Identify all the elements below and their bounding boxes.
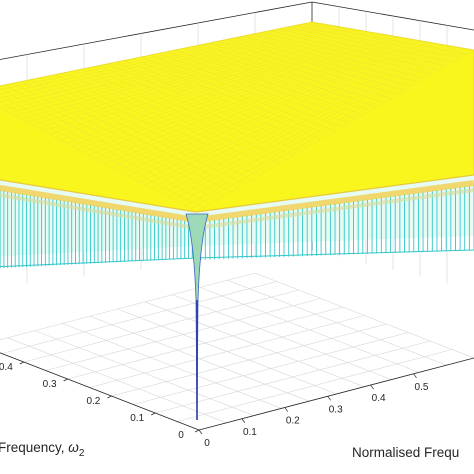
plateau-mesh-line xyxy=(173,47,458,201)
plateau-mesh-line xyxy=(0,88,217,201)
plateau-mesh-line xyxy=(116,40,418,171)
x-tick-mark xyxy=(198,429,203,435)
plateau-mesh-line xyxy=(123,60,322,140)
y-axis-label-symbol: ω xyxy=(68,440,79,455)
floor-grid-line xyxy=(227,279,447,366)
y-tick-mark xyxy=(151,412,156,416)
plateau-mesh-line xyxy=(4,84,224,196)
plateau-mesh-line xyxy=(81,69,287,160)
floor-grid-line xyxy=(0,352,200,431)
y-axis-ticks: 0 0.1 0.2 0.3 0.4 xyxy=(0,361,200,441)
plateau-mesh-line xyxy=(46,76,259,176)
y-tick-mark xyxy=(63,378,68,382)
x-tick-mark xyxy=(284,407,289,412)
plateau-mesh-line xyxy=(150,44,442,189)
plateau-mesh-line xyxy=(0,107,197,213)
plateau-mesh-line xyxy=(21,81,238,188)
x-tick-label: 0.3 xyxy=(329,404,343,415)
x-axis-line xyxy=(198,357,474,431)
plateau-mesh-line xyxy=(38,77,252,180)
y-axis-line xyxy=(0,352,200,431)
y-axis-label-subscript: 2 xyxy=(79,448,85,459)
plateau-mesh-line xyxy=(82,35,394,153)
floor-grid-line xyxy=(1,281,277,354)
plateau-mesh-line xyxy=(145,43,438,186)
plateau-mesh-line xyxy=(29,79,245,184)
plateau-mesh-line xyxy=(115,62,315,144)
y-tick-label: 0.3 xyxy=(43,379,57,390)
plateau-mesh-line xyxy=(105,38,410,165)
y-tick-label: 0.4 xyxy=(0,362,13,373)
plateau-mesh-line xyxy=(156,44,446,192)
x-tick-mark xyxy=(241,418,246,423)
plateau-mesh-line xyxy=(132,58,329,136)
surface-plateau xyxy=(0,21,474,213)
y-axis-label-prefix: Frequency, xyxy=(0,440,68,455)
plateau-mesh-line xyxy=(0,94,210,205)
x-axis-ticks: 0 0.1 0.2 0.3 0.4 0.5 xyxy=(198,373,429,449)
plateau-mesh-line xyxy=(167,46,454,198)
floor-grid-line xyxy=(0,272,256,341)
plateau-mesh-line xyxy=(88,36,398,156)
y-tick-label: 0 xyxy=(178,430,184,441)
floor-grid-line xyxy=(199,287,420,373)
plateau-mesh-line xyxy=(98,65,301,152)
x-axis-label: Normalised Frequ xyxy=(352,445,459,460)
plateau-mesh-line xyxy=(63,72,273,168)
plateau-mesh-line xyxy=(0,101,204,209)
floor-grid-line xyxy=(144,301,365,388)
x-tick-label: 0.1 xyxy=(243,427,257,438)
plateau-mesh-line xyxy=(122,40,422,174)
x-tick-label: 0.4 xyxy=(372,393,386,404)
plateau-mesh-line xyxy=(12,83,231,192)
x-tick-label: 0.5 xyxy=(415,382,429,393)
plateau-mesh-line xyxy=(72,70,280,164)
floor-grid xyxy=(0,272,474,431)
surface-notch xyxy=(185,213,209,421)
floor-grid-line xyxy=(254,272,474,359)
plateau-mesh-line xyxy=(99,37,406,162)
plateau-mesh-line xyxy=(190,49,471,210)
plateau-mesh-line xyxy=(139,42,434,183)
y-tick-mark xyxy=(194,429,200,433)
floor-grid-line xyxy=(45,298,321,371)
floor-grid-line xyxy=(23,289,299,363)
x-tick-label: 0 xyxy=(204,438,210,449)
y-axis-label: Frequency, ω2 xyxy=(0,440,85,459)
plateau-mesh-line xyxy=(89,67,294,156)
plateau-mesh-line xyxy=(55,74,266,172)
x-tick-mark xyxy=(370,384,374,390)
plateau-mesh-line xyxy=(195,49,474,213)
x-tick-label: 0.2 xyxy=(286,416,300,427)
plateau-mesh-line xyxy=(133,42,430,180)
x-tick-mark xyxy=(327,396,331,401)
floor-grid-line xyxy=(172,294,392,380)
y-tick-mark xyxy=(107,395,112,399)
floor-grid-line xyxy=(89,315,365,388)
plateau-mesh-line xyxy=(111,39,414,168)
plateau-mesh-line xyxy=(128,41,426,177)
y-tick-label: 0.1 xyxy=(130,413,144,424)
y-tick-mark xyxy=(19,361,24,365)
y-tick-label: 0.2 xyxy=(86,396,100,407)
plateau-front-edge xyxy=(0,174,474,213)
plateau-mesh-line xyxy=(106,63,308,148)
plateau-mesh-line xyxy=(178,47,462,204)
x-tick-mark xyxy=(413,373,417,379)
plateau-mesh-line xyxy=(184,48,466,207)
plateau-mesh-line xyxy=(94,37,402,159)
plateau-mesh-line xyxy=(162,45,450,195)
floor-grid-line xyxy=(67,306,343,380)
